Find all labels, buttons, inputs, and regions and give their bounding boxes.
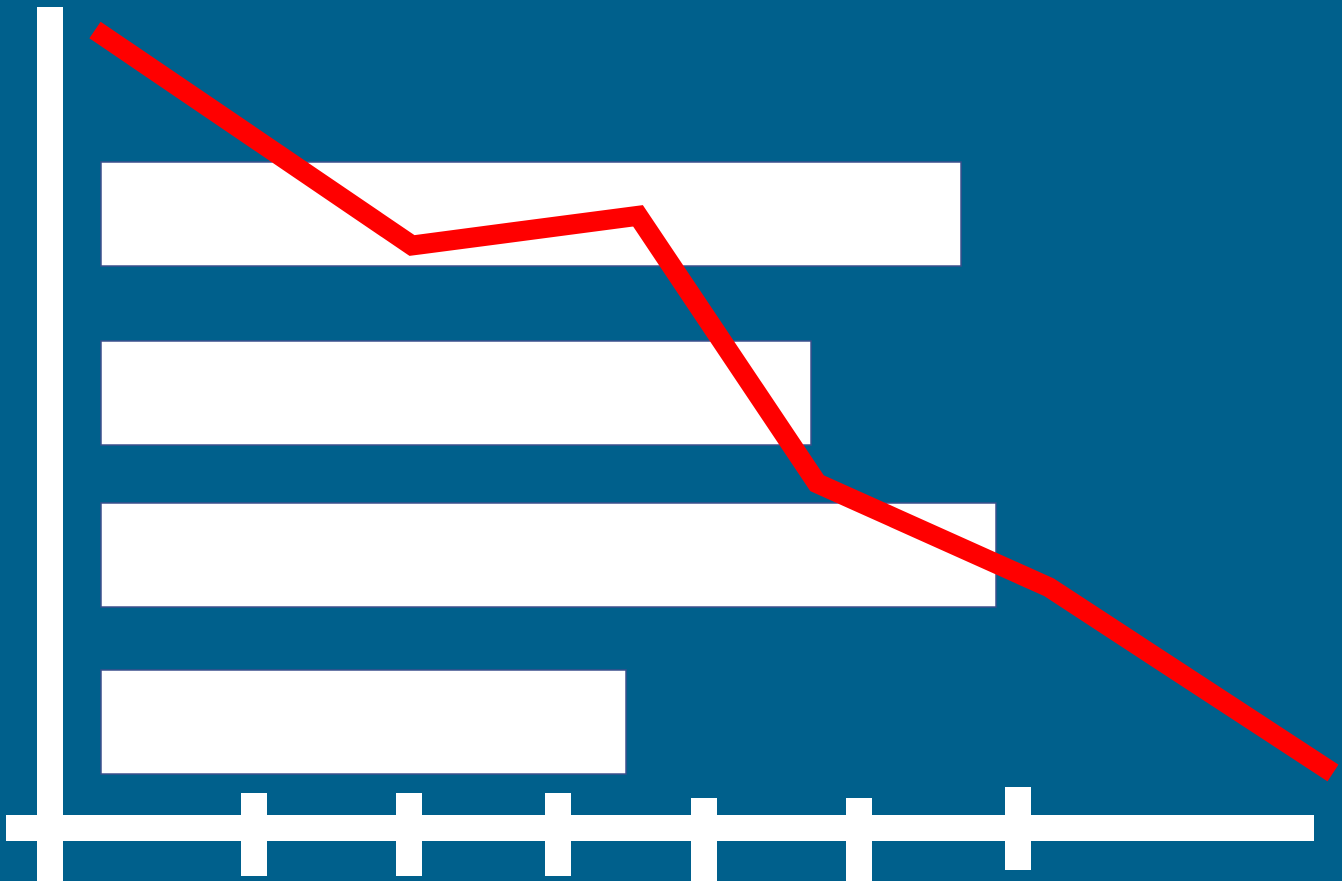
axes-layer	[6, 7, 1314, 881]
trend-line	[89, 21, 1339, 782]
x-tick	[846, 798, 872, 881]
bar	[100, 502, 997, 608]
bars-layer	[100, 161, 997, 775]
line-layer	[89, 21, 1339, 782]
x-tick	[396, 793, 422, 876]
x-tick	[691, 798, 717, 881]
bar	[100, 340, 812, 446]
bar	[100, 161, 962, 267]
x-tick	[1005, 787, 1031, 870]
y-axis	[37, 7, 63, 881]
x-axis	[6, 815, 1314, 841]
x-tick	[241, 793, 267, 876]
x-tick	[545, 793, 571, 876]
bar	[100, 669, 627, 775]
